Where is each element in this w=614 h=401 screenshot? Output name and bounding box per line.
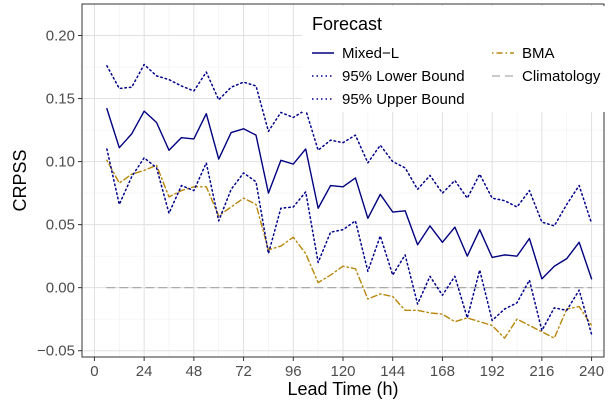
y-tick-label: −0.05	[37, 343, 75, 360]
y-tick-label: 0.05	[46, 217, 75, 234]
y-tick-label: 0.00	[46, 280, 75, 297]
x-tick-label: 48	[186, 363, 203, 380]
y-tick-label: 0.20	[46, 28, 75, 45]
legend-title: Forecast	[312, 14, 382, 34]
x-tick-label: 24	[136, 363, 153, 380]
legend-background	[302, 6, 608, 112]
x-tick-label: 72	[235, 363, 252, 380]
series-line-95-lower-bound	[106, 148, 593, 336]
x-tick-label: 192	[480, 363, 505, 380]
axes: 0 24 48 72 96 120 144 168 192 216 240 −0.05 0.00 0.05…	[37, 28, 604, 380]
x-tick-label: 96	[285, 363, 302, 380]
series-line-bma	[106, 159, 593, 339]
x-tick-label: 168	[430, 363, 455, 380]
x-tick-label: 216	[529, 363, 554, 380]
y-axis-title: CRPSS	[10, 149, 30, 211]
legend-label-climatology: Climatology	[522, 68, 601, 85]
legend-label-95-lower-bound: 95% Lower Bound	[342, 68, 465, 85]
y-tick-label: 0.10	[46, 154, 75, 171]
y-tick-label: 0.15	[46, 91, 75, 108]
x-tick-label: 120	[330, 363, 355, 380]
data-series	[106, 63, 593, 339]
legend-label-bma: BMA	[522, 45, 555, 62]
x-axis-title: Lead Time (h)	[287, 379, 398, 399]
x-tick-label: 144	[380, 363, 405, 380]
series-line-95-upper-bound	[106, 63, 593, 227]
legend-label-95-upper-bound: 95% Upper Bound	[342, 91, 465, 108]
series-line-mixed-l	[106, 107, 593, 280]
x-tick-label: 0	[90, 363, 98, 380]
legend: Forecast Mixed−L 95% Lower Bound 95% Upper…	[302, 6, 608, 112]
x-tick-label: 240	[579, 363, 604, 380]
legend-label-mixed-l: Mixed−L	[342, 45, 399, 62]
